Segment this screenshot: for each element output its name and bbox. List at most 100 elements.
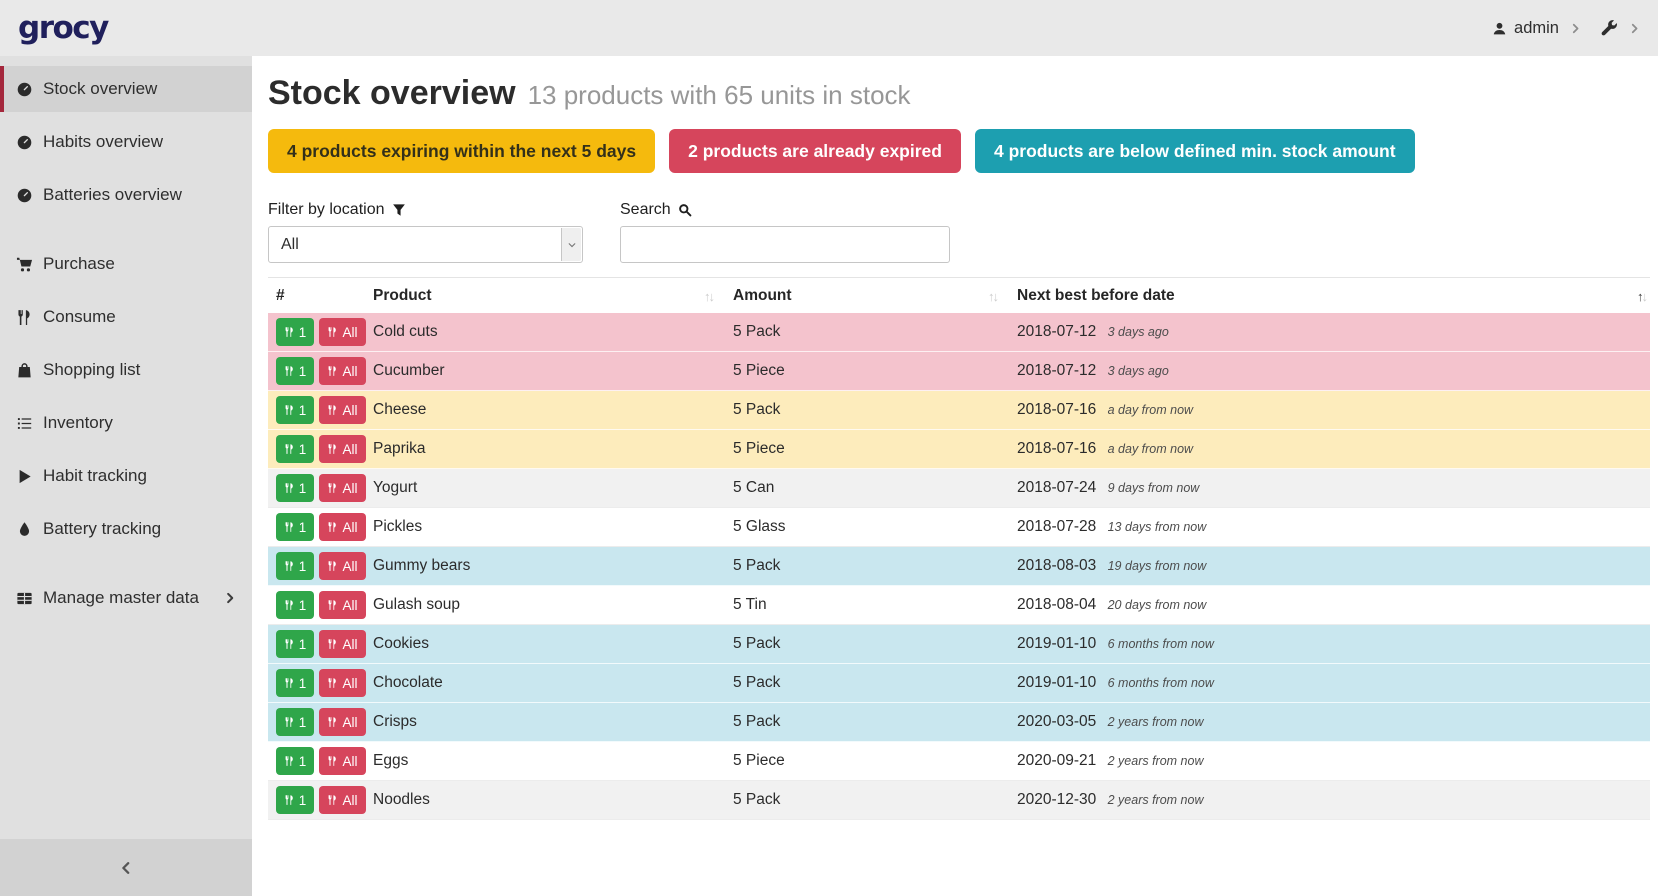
table-row: 1 All Noodles 5 Pack 2020-12-30 2 (268, 781, 1650, 820)
date-value: 2018-07-28 (1017, 518, 1097, 535)
page-title: Stock overview 13 products with 65 units… (268, 74, 1650, 113)
search-input[interactable] (620, 226, 950, 263)
consume-one-button[interactable]: 1 (276, 513, 314, 541)
chevron-right-icon (224, 592, 236, 604)
sidebar-item-habit-tracking[interactable]: Habit tracking (0, 453, 252, 499)
sidebar-item-manage-master-data[interactable]: Manage master data (0, 575, 252, 621)
button-label: 1 (298, 363, 307, 379)
product-name: Paprika (373, 440, 426, 457)
utensils-icon (284, 443, 295, 455)
app-logo[interactable]: grocy (18, 10, 109, 46)
button-label: All (342, 519, 358, 535)
product-amount: 5 Glass (733, 518, 786, 535)
gauge-icon (16, 81, 33, 98)
date-relative: 9 days from now (1107, 481, 1200, 495)
column-label: Next best before date (1017, 287, 1175, 304)
sidebar-collapse-button[interactable] (0, 839, 252, 896)
button-label: All (342, 636, 358, 652)
sidebar-item-batteries-overview[interactable]: Batteries overview (0, 172, 252, 218)
location-filter-select[interactable]: All (268, 226, 583, 263)
sort-icon: ↑↓ (704, 289, 715, 304)
utensils-icon (327, 326, 338, 338)
sidebar-item-label: Purchase (43, 254, 115, 273)
date-value: 2020-12-30 (1017, 791, 1097, 808)
sidebar-item-inventory[interactable]: Inventory (0, 400, 252, 446)
consume-one-button[interactable]: 1 (276, 318, 314, 346)
date-value: 2018-07-16 (1017, 440, 1097, 457)
consume-all-button[interactable]: All (319, 708, 366, 736)
search-group: Search (620, 201, 950, 263)
chevron-right-icon (1570, 23, 1581, 34)
sidebar-item-purchase[interactable]: Purchase (0, 241, 252, 287)
button-label: 1 (298, 753, 307, 769)
row-actions: 1 All (268, 786, 373, 814)
sidebar-item-shopping-list[interactable]: Shopping list (0, 347, 252, 393)
utensils-icon (284, 482, 295, 494)
chevron-right-icon (1629, 23, 1640, 34)
sidebar-item-consume[interactable]: Consume (0, 294, 252, 340)
settings-menu[interactable] (1601, 19, 1618, 37)
best-before-date: 2018-07-24 9 days from now (1017, 479, 1650, 497)
date-value: 2019-01-10 (1017, 674, 1097, 691)
consume-all-button[interactable]: All (319, 318, 366, 346)
consume-all-button[interactable]: All (319, 435, 366, 463)
product-amount: 5 Tin (733, 596, 767, 613)
column-header-product[interactable]: Product ↑↓ (373, 287, 733, 305)
utensils-icon (327, 560, 338, 572)
bag-icon (16, 362, 33, 379)
sidebar-item-battery-tracking[interactable]: Battery tracking (0, 506, 252, 552)
consume-all-button[interactable]: All (319, 786, 366, 814)
column-header-amount[interactable]: Amount ↑↓ (733, 287, 1017, 305)
row-actions: 1 All (268, 708, 373, 736)
table-row: 1 All Gulash soup 5 Tin 2018-08-04 (268, 586, 1650, 625)
consume-all-button[interactable]: All (319, 513, 366, 541)
consume-one-button[interactable]: 1 (276, 669, 314, 697)
user-menu[interactable]: admin (1492, 19, 1559, 38)
expired-products-badge[interactable]: 2 products are already expired (669, 129, 961, 173)
consume-one-button[interactable]: 1 (276, 396, 314, 424)
utensils-icon (284, 638, 295, 650)
consume-one-button[interactable]: 1 (276, 474, 314, 502)
consume-one-button[interactable]: 1 (276, 708, 314, 736)
consume-all-button[interactable]: All (319, 357, 366, 385)
row-actions: 1 All (268, 747, 373, 775)
button-label: All (342, 402, 358, 418)
consume-one-button[interactable]: 1 (276, 357, 314, 385)
below-min-stock-badge[interactable]: 4 products are below defined min. stock … (974, 129, 1415, 173)
consume-all-button[interactable]: All (319, 396, 366, 424)
utensils-icon (284, 365, 295, 377)
sidebar-item-stock-overview[interactable]: Stock overview (0, 66, 252, 112)
consume-all-button[interactable]: All (319, 747, 366, 775)
sort-icon: ↑↓ (988, 289, 999, 304)
consume-one-button[interactable]: 1 (276, 747, 314, 775)
utensils-icon (284, 560, 295, 572)
row-actions: 1 All (268, 630, 373, 658)
date-relative: 19 days from now (1107, 559, 1207, 573)
consume-one-button[interactable]: 1 (276, 435, 314, 463)
button-label: 1 (298, 792, 307, 808)
consume-one-button[interactable]: 1 (276, 552, 314, 580)
status-badges: 4 products expiring within the next 5 da… (268, 129, 1650, 173)
table-row: 1 All Crisps 5 Pack 2020-03-05 2 y (268, 703, 1650, 742)
consume-all-button[interactable]: All (319, 552, 366, 580)
consume-one-button[interactable]: 1 (276, 630, 314, 658)
date-relative: 2 years from now (1107, 754, 1204, 768)
button-label: All (342, 792, 358, 808)
sidebar-item-label: Stock overview (43, 79, 158, 98)
row-actions: 1 All (268, 513, 373, 541)
sidebar-item-label: Battery tracking (43, 519, 162, 538)
sidebar-item-habits-overview[interactable]: Habits overview (0, 119, 252, 165)
consume-all-button[interactable]: All (319, 630, 366, 658)
consume-all-button[interactable]: All (319, 591, 366, 619)
play-icon (16, 468, 33, 485)
consume-all-button[interactable]: All (319, 669, 366, 697)
sidebar-item-label: Habit tracking (43, 466, 147, 485)
expiring-products-badge[interactable]: 4 products expiring within the next 5 da… (268, 129, 656, 173)
consume-one-button[interactable]: 1 (276, 786, 314, 814)
sort-desc-arrow: ↓ (1641, 288, 1648, 304)
consume-all-button[interactable]: All (319, 474, 366, 502)
consume-one-button[interactable]: 1 (276, 591, 314, 619)
button-label: 1 (298, 675, 307, 691)
column-header-best-before[interactable]: Next best before date ↑↓ (1017, 287, 1650, 305)
product-name: Cookies (373, 635, 429, 652)
